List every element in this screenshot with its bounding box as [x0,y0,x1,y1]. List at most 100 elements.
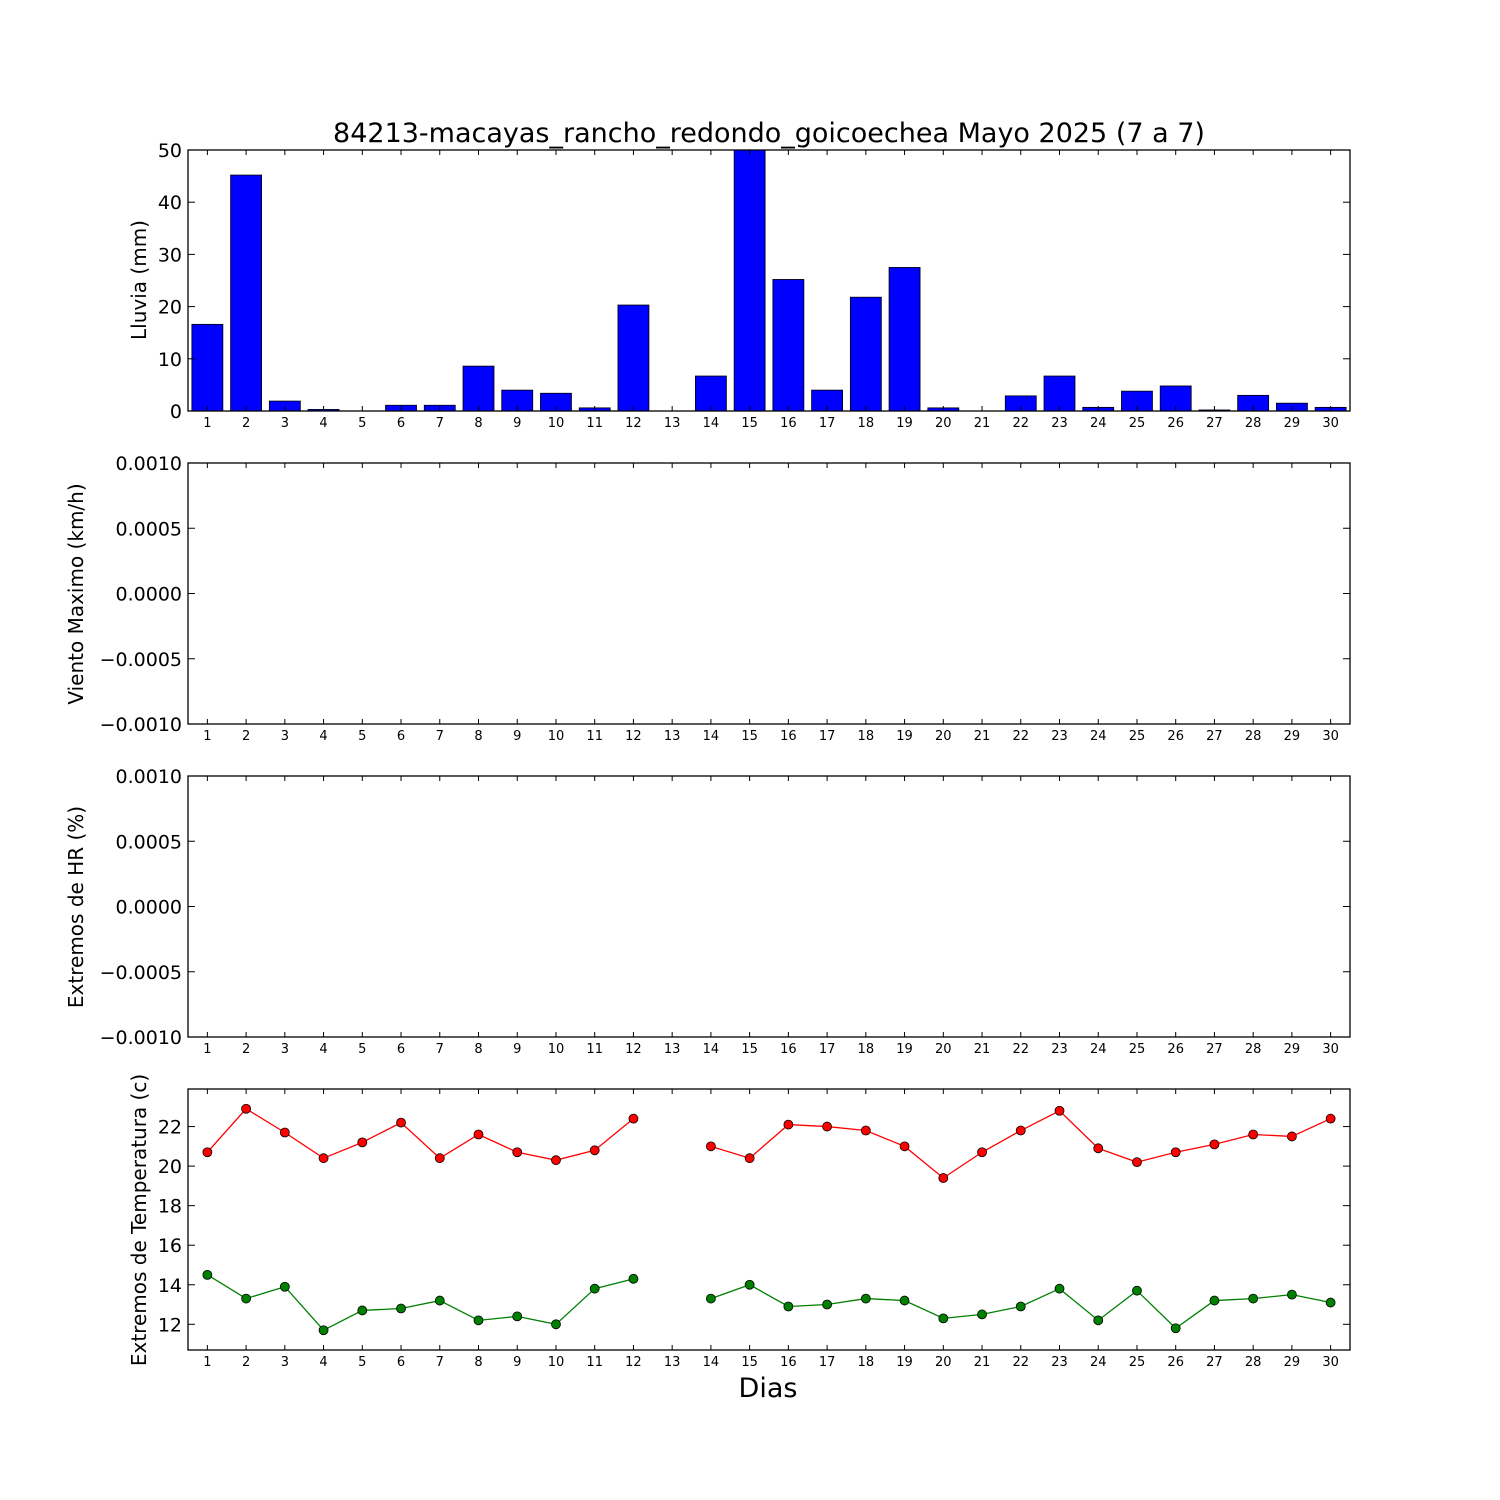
x-tick-label: 21 [974,416,991,431]
x-tick-label: 12 [625,1042,642,1057]
x-tick-label: 26 [1167,1355,1184,1370]
x-tick-label: 24 [1090,416,1107,431]
axes-frame [187,1088,1351,1351]
x-tick-label: 27 [1206,1042,1223,1057]
y-tick-label: 40 [158,192,182,214]
series-0-point-day-30 [1325,1113,1336,1124]
series-1-point-day-10 [551,1319,561,1330]
y-tick-label: 20 [158,297,182,319]
x-tick-label: 16 [780,1355,797,1370]
x-tick-label: 9 [513,1042,521,1057]
series-0-point-day-3 [279,1127,290,1138]
chart-title: 84213-macayas_rancho_redondo_goicoechea … [333,118,1205,149]
series-1-point-day-28 [1248,1293,1259,1304]
series-1-point-day-22 [1015,1301,1026,1312]
x-tick-label: 10 [548,1042,565,1057]
series-0-point-day-24 [1093,1143,1104,1154]
x-tick-label: 13 [664,416,681,431]
x-tick-label: 7 [436,729,444,744]
axes-frame [187,149,1351,412]
x-tick-label: 4 [319,1355,327,1370]
x-tick-label: 25 [1129,1355,1146,1370]
x-tick-label: 6 [397,729,405,744]
x-tick-label: 3 [281,416,289,431]
bar-day-8 [462,365,495,412]
x-tick-label: 6 [397,1042,405,1057]
x-tick-label: 3 [281,1355,289,1370]
y-tick-label: −0.0005 [100,649,182,671]
x-tick-label: 23 [1051,1355,1068,1370]
x-tick-label: 8 [474,1355,482,1370]
hr-y-label: Extremos de HR (%) [64,806,88,1008]
series-0-point-day-23 [1054,1105,1065,1116]
x-tick-label: 4 [319,729,327,744]
x-tick-label: 24 [1090,1042,1107,1057]
x-tick-label: 5 [358,416,366,431]
x-tick-label: 13 [664,729,681,744]
y-tick-label: 12 [158,1314,182,1336]
series-1-point-day-2 [241,1293,252,1304]
x-tick-label: 27 [1206,416,1223,431]
y-tick-label: 18 [158,1196,182,1218]
series-0-point-day-4 [318,1153,329,1164]
x-tick-label: 5 [358,729,366,744]
x-tick-label: 9 [513,416,521,431]
x-tick-label: 5 [358,1042,366,1057]
series-1-point-day-12 [628,1273,639,1284]
series-1-point-day-19 [899,1295,910,1306]
x-tick-label: 16 [780,729,797,744]
x-tick-label: 23 [1051,416,1068,431]
x-tick-label: 16 [780,416,797,431]
viento-y-label: Viento Maximo (km/h) [64,483,88,704]
x-tick-label: 17 [819,729,836,744]
x-tick-label: 24 [1090,1355,1107,1370]
lluvia-y-label: Lluvia (mm) [127,220,151,340]
x-tick-label: 23 [1051,1042,1068,1057]
x-tick-label: 3 [281,729,289,744]
series-0-point-day-14 [706,1141,716,1152]
x-tick-label: 20 [935,1042,952,1057]
x-tick-label: 30 [1322,416,1339,431]
x-tick-label: 25 [1129,729,1146,744]
bar-day-12 [617,304,650,412]
series-0-point-day-6 [396,1117,406,1128]
x-tick-label: 19 [896,729,913,744]
y-tick-label: 0.0010 [116,766,182,788]
series-0-point-day-12 [628,1113,639,1124]
x-tick-label: 20 [935,1355,952,1370]
series-0-point-day-1 [202,1147,213,1158]
y-tick-label: 10 [158,349,182,371]
x-tick-label: 19 [896,1355,913,1370]
x-tick-label: 14 [703,1042,720,1057]
x-tick-label: 22 [1012,1355,1029,1370]
series-1-point-day-6 [396,1303,406,1314]
x-tick-label: 18 [858,416,875,431]
x-tick-label: 19 [896,1042,913,1057]
series-0-point-day-8 [473,1129,484,1140]
x-tick-label: 11 [586,1355,603,1370]
x-tick-label: 28 [1245,1042,1262,1057]
x-tick-label: 1 [203,1355,211,1370]
x-tick-label: 28 [1245,1355,1262,1370]
bar-day-19 [888,267,921,412]
x-tick-label: 15 [741,729,758,744]
series-0-point-day-9 [512,1147,523,1158]
series-1-point-day-5 [357,1305,368,1316]
x-tick-label: 1 [203,729,211,744]
x-tick-label: 22 [1012,1042,1029,1057]
x-tick-label: 15 [741,416,758,431]
x-tick-label: 18 [858,1355,875,1370]
x-tick-label: 3 [281,1042,289,1057]
bar-day-1 [191,323,224,412]
y-tick-label: −0.0005 [100,962,182,984]
series-0-point-day-2 [241,1103,252,1114]
x-tick-label: 15 [741,1042,758,1057]
x-tick-label: 12 [625,1355,642,1370]
x-tick-label: 29 [1284,416,1301,431]
x-tick-label: 25 [1129,416,1146,431]
series-0-point-day-5 [357,1137,368,1148]
y-tick-label: 0.0005 [116,831,182,853]
x-tick-label: 18 [858,1042,875,1057]
x-tick-label: 7 [436,416,444,431]
x-tick-label: 11 [586,1042,603,1057]
